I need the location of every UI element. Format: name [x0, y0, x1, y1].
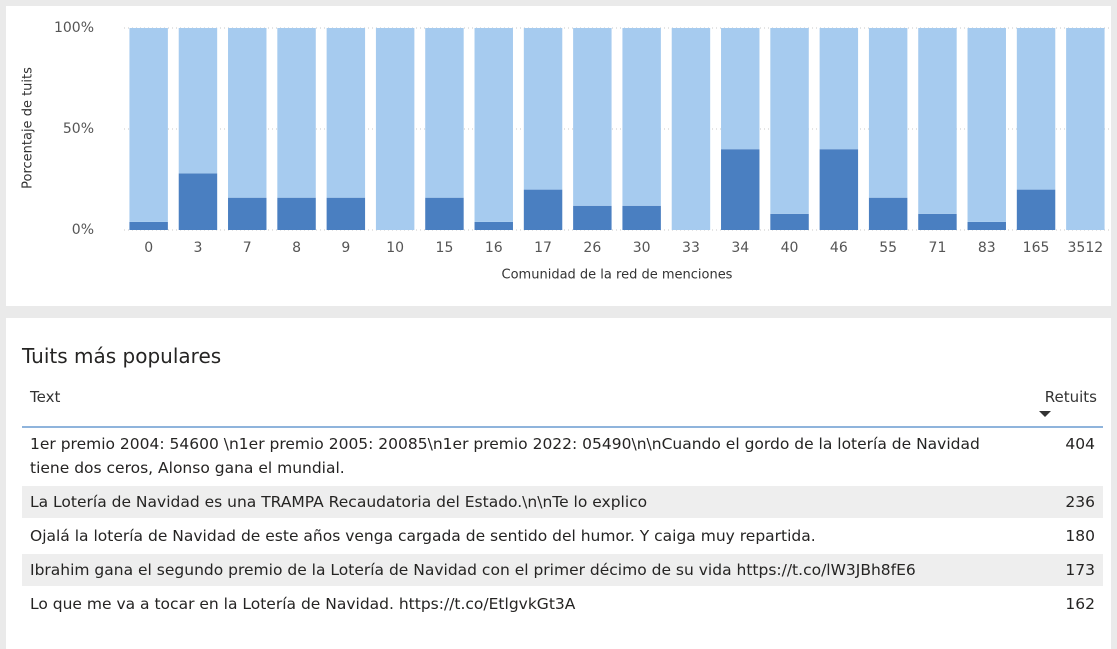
table-cell: Lo que me va a tocar en la Lotería de Na…: [30, 595, 576, 613]
table-cell: Ibrahim gana el segundo premio de la Lot…: [30, 561, 916, 579]
x-tick-label: 8: [292, 240, 301, 256]
bar-segment: [573, 205, 612, 230]
bar-segment: [326, 197, 366, 230]
y-tick-label: 0%: [72, 222, 94, 238]
x-tick-label: 46: [830, 240, 848, 256]
bar-segment: [1016, 28, 1056, 190]
bar-segment: [622, 28, 661, 206]
bar-segment: [671, 28, 711, 230]
bar-segment: [967, 221, 1006, 230]
x-tick-label: 71: [929, 240, 947, 256]
table-cell: 173: [1065, 561, 1095, 579]
x-tick-label: 16: [485, 240, 503, 256]
y-tick-label: 100%: [54, 20, 94, 36]
table-cell: La Lotería de Navidad es una TRAMPA Reca…: [30, 493, 648, 511]
table-cell: 404: [1065, 435, 1095, 453]
bar-segment: [770, 213, 809, 230]
bar-segment: [918, 213, 957, 230]
table-cell: 236: [1065, 493, 1095, 511]
x-tick-label: 30: [633, 240, 651, 256]
bar-segment: [228, 28, 267, 198]
bar-segment: [819, 28, 859, 150]
table-cell: Ojalá la lotería de Navidad de este años…: [30, 527, 816, 545]
bar-segment: [178, 28, 218, 174]
bar-segment: [178, 173, 218, 230]
bar-segment: [523, 189, 563, 230]
bar-segment: [622, 205, 661, 230]
chart-panel: Porcentaje de tuits Comunidad de la red …: [6, 6, 1111, 306]
table-title: Tuits más populares: [22, 344, 222, 368]
table-row: Ibrahim gana el segundo premio de la Lot…: [22, 554, 1103, 586]
bar-segment: [277, 28, 316, 198]
table-panel: Tuits más populares Text Retuits 1er pre…: [6, 318, 1111, 649]
y-tick-label: 50%: [63, 121, 94, 137]
x-tick-label: 17: [534, 240, 552, 256]
bar-segment: [425, 197, 464, 230]
bar-segment: [868, 28, 908, 198]
bar-segment: [1016, 189, 1056, 230]
y-axis-title: Porcentaje de tuits: [21, 67, 36, 189]
table-row: La Lotería de Navidad es una TRAMPA Reca…: [22, 486, 1103, 518]
x-tick-label: 83: [978, 240, 996, 256]
bar-segment: [819, 149, 859, 230]
bar-segment: [277, 197, 316, 230]
x-tick-label: 3: [193, 240, 202, 256]
x-tick-label: 33: [682, 240, 700, 256]
bar-segment: [721, 28, 760, 150]
x-axis-title: Comunidad de la red de menciones: [502, 268, 733, 283]
bar-segment: [228, 197, 267, 230]
bar-segment: [129, 221, 168, 230]
x-tick-label: 55: [879, 240, 897, 256]
bar-segment: [770, 28, 809, 214]
bar-segment: [523, 28, 563, 190]
bar-segment: [474, 221, 513, 230]
bar-segment: [375, 28, 415, 230]
column-header[interactable]: Text: [30, 388, 61, 406]
table-cell: 1er premio 2004: 54600 \n1er premio 2005…: [30, 435, 980, 477]
table-row: Lo que me va a tocar en la Lotería de Na…: [22, 588, 1103, 620]
bar-segment: [721, 149, 760, 230]
bar-segment: [326, 28, 366, 198]
bar-segment: [1066, 28, 1105, 230]
x-tick-label: 3512: [1068, 240, 1104, 256]
column-header[interactable]: Retuits: [1044, 388, 1097, 406]
table-cell: 162: [1065, 595, 1095, 613]
x-tick-label: 7: [243, 240, 252, 256]
bar-segment: [573, 28, 612, 206]
bar-segment: [425, 28, 464, 198]
x-tick-label: 165: [1023, 240, 1050, 256]
x-tick-label: 34: [731, 240, 749, 256]
chart: Porcentaje de tuits Comunidad de la red …: [21, 20, 1110, 283]
x-tick-label: 40: [781, 240, 799, 256]
bar-segment: [129, 28, 168, 222]
x-tick-label: 15: [436, 240, 454, 256]
bar-segment: [918, 28, 957, 214]
table-row: 1er premio 2004: 54600 \n1er premio 2005…: [22, 428, 1103, 484]
bar-segment: [868, 197, 908, 230]
x-tick-label: 10: [386, 240, 404, 256]
bar-segment: [474, 28, 513, 222]
bar-segment: [967, 28, 1006, 222]
x-tick-label: 9: [341, 240, 350, 256]
sort-arrow: [1039, 411, 1051, 417]
table-cell: 180: [1065, 527, 1095, 545]
x-tick-label: 0: [144, 240, 153, 256]
table-row: Ojalá la lotería de Navidad de este años…: [22, 520, 1103, 552]
x-tick-label: 26: [583, 240, 601, 256]
table-header: Text Retuits: [22, 382, 1103, 428]
table-body: 1er premio 2004: 54600 \n1er premio 2005…: [22, 428, 1103, 622]
